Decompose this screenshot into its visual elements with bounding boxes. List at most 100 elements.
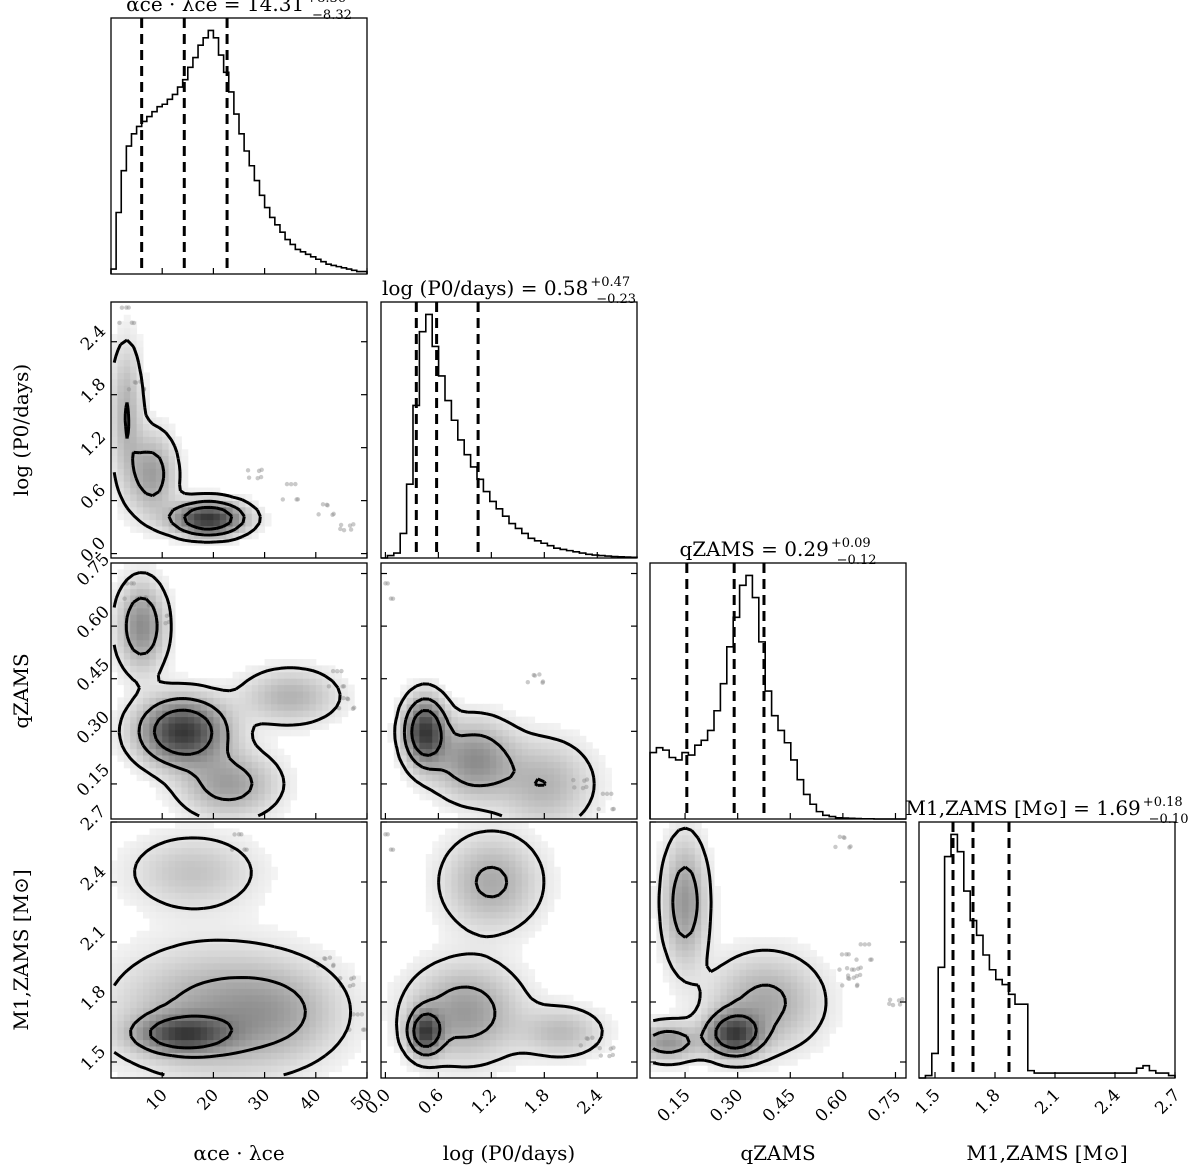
density-cell (477, 911, 484, 919)
density-frame (649, 821, 907, 1079)
density-cell (483, 905, 491, 913)
density-cell (258, 755, 266, 762)
density-cell (143, 659, 150, 666)
density-cell (733, 962, 741, 970)
density-cell (714, 1020, 721, 1028)
density-cell (509, 911, 516, 919)
density-cell (425, 678, 433, 686)
density-cell (784, 1052, 792, 1060)
density-cell (219, 1058, 227, 1066)
density-cell (438, 748, 446, 756)
density-cell (803, 1007, 811, 1015)
density-cell (502, 1033, 510, 1041)
density-cell (117, 575, 125, 583)
density-cell (451, 793, 459, 801)
density-cell (694, 1039, 702, 1047)
density-cell (111, 346, 118, 354)
density-cell (226, 879, 234, 887)
density-cell (232, 532, 240, 540)
density-cell (746, 1046, 753, 1053)
density-cell (155, 684, 163, 692)
density-cell (457, 943, 465, 951)
density-cell (207, 924, 214, 932)
density-cell (130, 500, 138, 508)
density-cell (303, 994, 310, 1002)
density-cell (149, 614, 157, 622)
scatter-point (837, 834, 843, 840)
density-cell (162, 950, 170, 957)
density-cell (117, 639, 125, 647)
density-cell (656, 1052, 664, 1060)
density-cell (130, 353, 138, 361)
density-cell (694, 1058, 702, 1066)
density-cell (765, 1052, 773, 1060)
density-cell (123, 513, 131, 521)
density-cell (419, 761, 427, 769)
density-cell (123, 723, 131, 730)
density-cell (130, 1046, 138, 1053)
density-cell (457, 767, 465, 775)
density-cell (470, 924, 478, 932)
density-cell (213, 950, 221, 957)
density-cell (406, 755, 414, 762)
density-cell (117, 982, 125, 989)
density-cell (245, 866, 253, 874)
density-cell (413, 729, 420, 737)
density-cell (445, 918, 452, 925)
density-cell (419, 716, 427, 724)
density-cell (445, 787, 452, 794)
scatter-point (890, 1002, 896, 1008)
density-cell (515, 905, 523, 913)
contour-1 (123, 402, 246, 537)
density-cell (187, 937, 195, 945)
density-cell (251, 860, 259, 868)
density-cell (111, 359, 118, 367)
density-cell (573, 748, 580, 756)
density-cell (111, 430, 118, 437)
density-cell (758, 1065, 766, 1073)
density-cell (149, 582, 157, 590)
density-cell (175, 761, 182, 769)
density-cell (219, 678, 227, 686)
density-cell (515, 860, 523, 868)
density-cell (560, 799, 568, 807)
density-cell (341, 1046, 349, 1053)
density-cell (733, 988, 741, 996)
density-cell (521, 1046, 529, 1053)
density-cell (771, 1058, 779, 1066)
density-cell (264, 780, 272, 788)
density-cell (784, 975, 792, 983)
density-cell (502, 793, 510, 801)
density-cell (528, 793, 536, 801)
density-cell (688, 1020, 696, 1028)
density-cell (277, 799, 285, 807)
density-cell (560, 1026, 568, 1034)
density-cell (168, 703, 176, 711)
density-cell (245, 513, 253, 521)
density-cell (123, 982, 131, 989)
density-cell (335, 1052, 342, 1060)
density-cell (425, 988, 433, 996)
density-cell (489, 943, 497, 951)
density-cell (656, 1020, 664, 1028)
scatter-point (351, 522, 356, 527)
density-cell (239, 755, 246, 762)
density-cell (400, 1007, 408, 1015)
density-cell (328, 691, 336, 698)
density-cell (143, 841, 150, 849)
density-cell (226, 1052, 234, 1060)
density-cell (200, 500, 208, 508)
density-cell (354, 1039, 362, 1047)
scatter-point (295, 497, 301, 502)
density-cell (130, 716, 138, 724)
density-cell (675, 886, 683, 893)
density-cell (592, 755, 600, 762)
density-cell (181, 755, 189, 762)
density-cell (175, 684, 182, 692)
density-cell (521, 905, 529, 913)
density-cell (149, 671, 157, 679)
density-cell (560, 729, 568, 737)
density-cell (123, 659, 131, 666)
density-cell (245, 735, 253, 743)
density-cell (213, 911, 221, 919)
